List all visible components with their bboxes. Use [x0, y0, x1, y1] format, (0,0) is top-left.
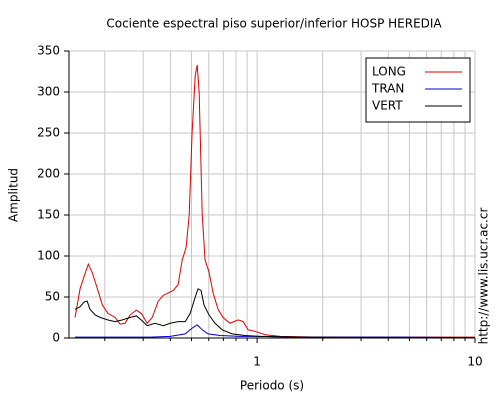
y-tick-label: 150 [37, 208, 60, 222]
x-tick-label: 10 [467, 355, 482, 369]
y-tick-label: 350 [37, 44, 60, 58]
y-tick-label: 250 [37, 126, 60, 140]
side-note: http://www.lis.ucr.ac.cr [477, 208, 491, 345]
legend-label: TRAN [371, 82, 404, 96]
y-axis-label: Amplitud [7, 168, 21, 222]
x-tick-label: 1 [253, 355, 261, 369]
y-tick-label: 100 [37, 249, 60, 263]
y-tick-label: 50 [45, 290, 60, 304]
series-line [74, 64, 475, 338]
y-tick-label: 200 [37, 167, 60, 181]
y-tick-label: 0 [52, 331, 60, 345]
legend-box [365, 57, 471, 123]
chart-title: Cociente espectral piso superior/inferio… [106, 17, 442, 31]
x-axis-label: Periodo (s) [240, 379, 304, 393]
legend-label: VERT [372, 99, 403, 113]
series-line [74, 288, 475, 339]
y-tick-label: 300 [37, 85, 60, 99]
legend-label: LONG [372, 65, 406, 79]
